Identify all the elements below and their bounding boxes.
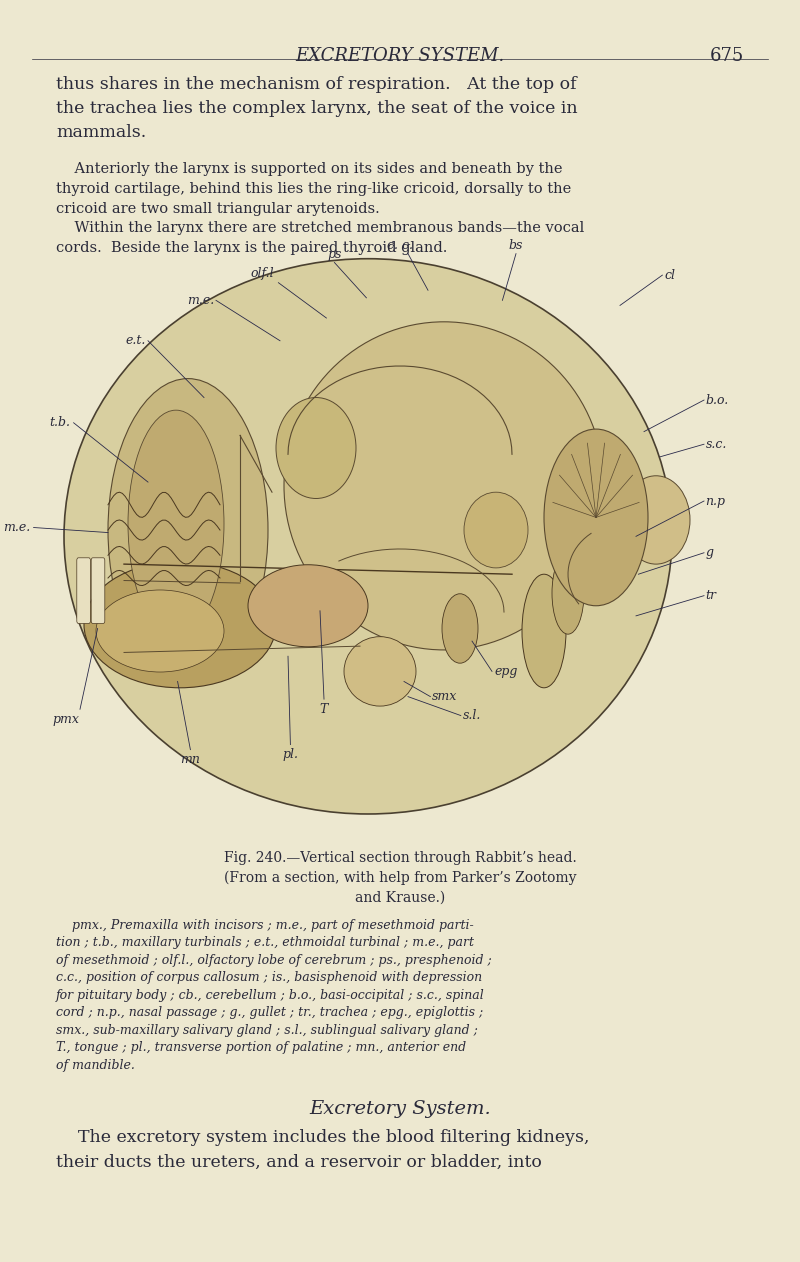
Ellipse shape — [284, 322, 604, 650]
Text: ps: ps — [327, 249, 342, 261]
Ellipse shape — [552, 553, 584, 634]
Ellipse shape — [622, 476, 690, 564]
Text: s.l.: s.l. — [462, 709, 481, 722]
Ellipse shape — [442, 593, 478, 664]
Ellipse shape — [276, 398, 356, 498]
Text: T: T — [320, 703, 328, 716]
Text: e.t.: e.t. — [126, 334, 146, 347]
Ellipse shape — [344, 636, 416, 707]
Text: tr: tr — [706, 589, 717, 602]
Text: Within the larynx there are stretched membranous bands—the vocal
cords.  Beside : Within the larynx there are stretched me… — [56, 221, 584, 255]
Ellipse shape — [128, 410, 224, 637]
FancyBboxPatch shape — [77, 558, 90, 623]
Text: pmx., Premaxilla with incisors ; m.e., part of mesethmoid parti-
tion ; t.b., ma: pmx., Premaxilla with incisors ; m.e., p… — [56, 919, 492, 1071]
Text: g: g — [706, 546, 714, 559]
Ellipse shape — [108, 379, 268, 681]
Text: thus shares in the mechanism of respiration.   At the top of
the trachea lies th: thus shares in the mechanism of respirat… — [56, 76, 578, 141]
Text: pl.: pl. — [282, 748, 298, 761]
Text: s.c.: s.c. — [706, 438, 727, 451]
Ellipse shape — [248, 564, 368, 646]
Text: b.o.: b.o. — [706, 394, 729, 406]
Ellipse shape — [84, 562, 276, 688]
Ellipse shape — [96, 591, 224, 671]
Text: smx: smx — [432, 690, 458, 703]
Text: c. c.: c. c. — [387, 240, 413, 252]
Text: n.p: n.p — [706, 495, 726, 507]
Text: m.e.: m.e. — [187, 294, 214, 307]
Text: Anteriorly the larynx is supported on its sides and beneath by the
thyroid carti: Anteriorly the larynx is supported on it… — [56, 162, 571, 216]
Text: pmx: pmx — [52, 713, 79, 726]
Ellipse shape — [522, 574, 566, 688]
Text: 675: 675 — [710, 47, 744, 64]
Text: EXCRETORY SYSTEM.: EXCRETORY SYSTEM. — [295, 47, 505, 64]
Text: Excretory System.: Excretory System. — [309, 1100, 491, 1118]
Text: The excretory system includes the blood filtering kidneys,
their ducts the urete: The excretory system includes the blood … — [56, 1129, 590, 1171]
Text: olf.l: olf.l — [250, 268, 274, 280]
Ellipse shape — [544, 429, 648, 606]
Text: Fig. 240.—Vertical section through Rabbit’s head.
(From a section, with help fro: Fig. 240.—Vertical section through Rabbi… — [224, 851, 576, 904]
Text: t.b.: t.b. — [50, 416, 70, 429]
Ellipse shape — [464, 492, 528, 568]
Text: bs: bs — [509, 240, 523, 252]
FancyBboxPatch shape — [91, 558, 105, 623]
Text: epg: epg — [494, 665, 518, 678]
Text: m.e.: m.e. — [3, 521, 30, 534]
Text: mn: mn — [181, 753, 200, 766]
Text: cl: cl — [664, 269, 675, 281]
Ellipse shape — [64, 259, 672, 814]
